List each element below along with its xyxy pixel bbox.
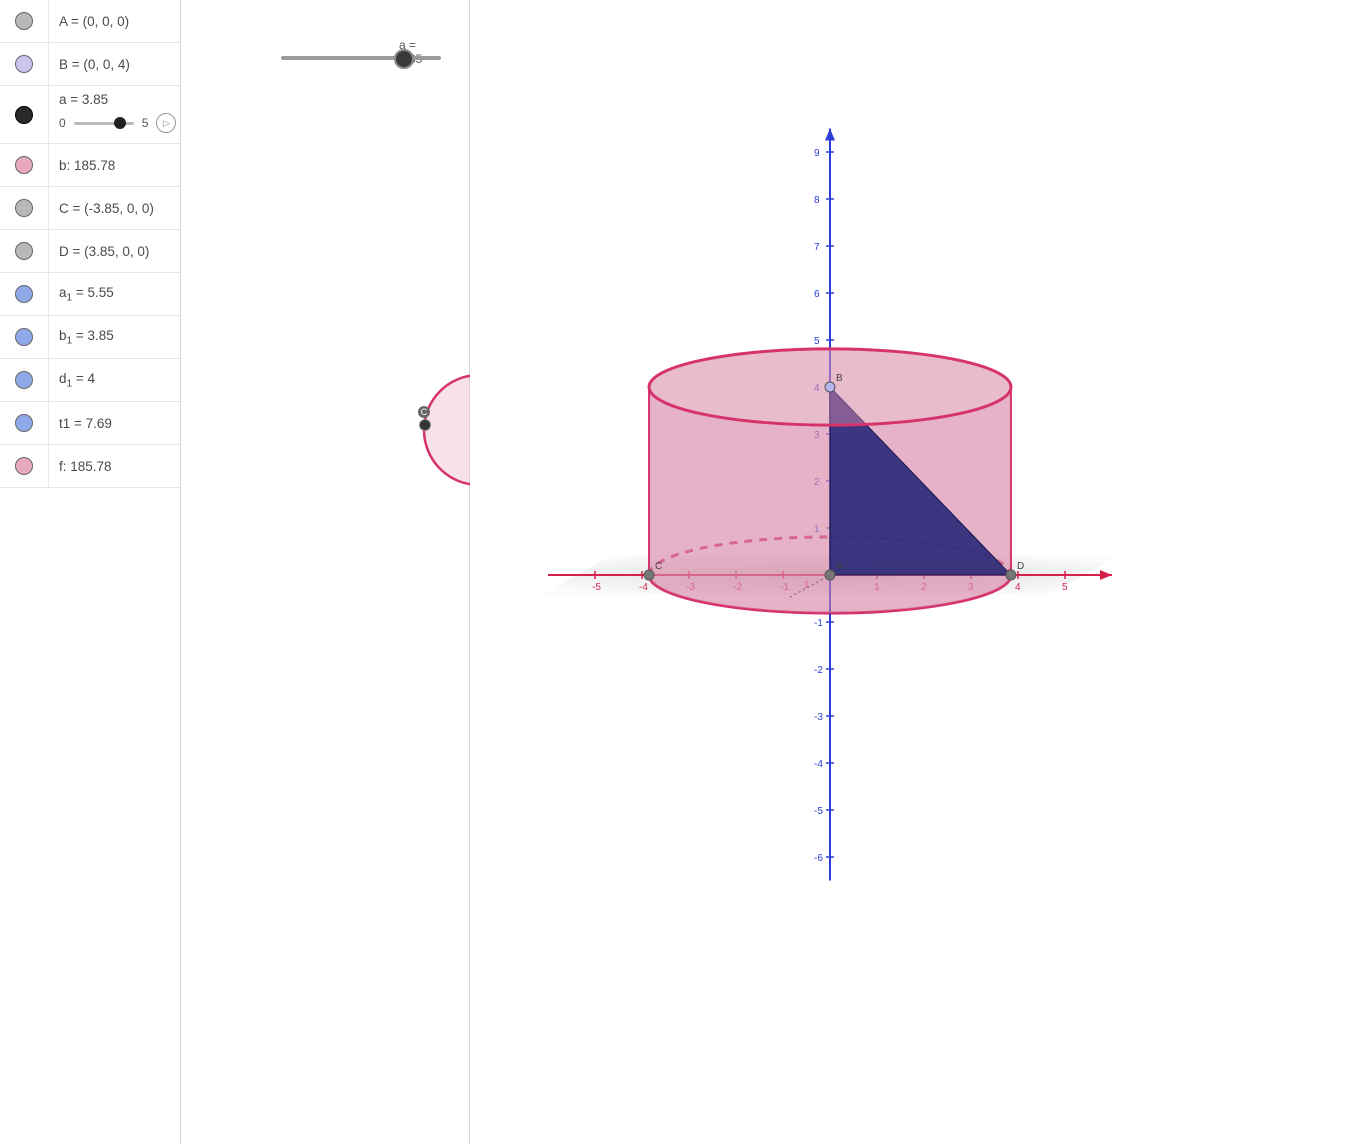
x-tick-label: -5 <box>592 582 601 593</box>
bullet-icon <box>15 285 33 303</box>
visibility-toggle[interactable] <box>0 402 49 444</box>
slider-max: 5 <box>142 116 149 130</box>
bullet-icon <box>15 242 33 260</box>
x-axis-arrow-icon <box>1100 570 1112 580</box>
slider-value-text: a = 3.85 <box>59 92 176 107</box>
algebra-label[interactable]: f: 185.78 <box>49 453 180 480</box>
algebra-panel: A = (0, 0, 0) B = (0, 0, 4) a = 3.85 0 5 ▷ b: … <box>0 0 181 1145</box>
z-tick-label: -3 <box>814 712 823 723</box>
visibility-toggle[interactable] <box>0 230 49 272</box>
visibility-toggle[interactable] <box>0 273 49 315</box>
algebra-row[interactable]: A = (0, 0, 0) <box>0 0 180 43</box>
point-c-2d[interactable] <box>419 419 431 431</box>
algebra-label[interactable]: t1 = 7.69 <box>49 410 180 437</box>
play-icon[interactable]: ▷ <box>156 113 176 133</box>
algebra-row[interactable]: D = (3.85, 0, 0) <box>0 230 180 273</box>
algebra-row[interactable]: f: 185.78 <box>0 445 180 488</box>
visibility-toggle[interactable] <box>0 359 49 401</box>
visibility-toggle[interactable] <box>0 43 49 85</box>
visibility-toggle[interactable] <box>0 316 49 358</box>
z-tick-label: -5 <box>814 806 823 817</box>
point-B[interactable] <box>825 382 835 392</box>
z-axis-arrow-icon <box>825 129 835 141</box>
algebra-row[interactable]: d1 = 4 <box>0 359 180 402</box>
z-tick-label: -1 <box>814 618 823 629</box>
bullet-icon <box>15 199 33 217</box>
bullet-icon <box>15 12 33 30</box>
point-D[interactable] <box>1006 570 1016 580</box>
algebra-row[interactable]: b: 185.78 <box>0 144 180 187</box>
algebra-label[interactable]: a1 = 5.55 <box>49 279 180 310</box>
graphics-3d-panel[interactable]: -5-4-3-2-112345-11-6-5-4-3-2-1123456789A… <box>470 0 1345 1145</box>
bullet-icon <box>15 457 33 475</box>
arc-shape <box>409 330 479 530</box>
bullet-icon <box>15 156 33 174</box>
slider-a[interactable]: a = 3.85 <box>281 56 441 60</box>
visibility-toggle[interactable] <box>0 445 49 487</box>
visibility-toggle[interactable] <box>0 0 49 42</box>
z-tick-label: -4 <box>814 759 823 770</box>
algebra-row[interactable]: b1 = 3.85 <box>0 316 180 359</box>
view3d-canvas[interactable]: -5-4-3-2-112345-11-6-5-4-3-2-1123456789A… <box>470 0 1345 1145</box>
x-tick-label: 4 <box>1015 582 1021 593</box>
point-A-label: A <box>836 561 843 572</box>
slider-min: 0 <box>59 116 66 130</box>
visibility-toggle[interactable] <box>0 187 49 229</box>
z-tick-label: 7 <box>814 242 820 253</box>
mini-slider[interactable]: 0 5 ▷ <box>59 113 176 133</box>
bullet-icon <box>15 55 33 73</box>
z-tick-label: 6 <box>814 289 820 300</box>
z-tick-label: -2 <box>814 665 823 676</box>
point-B-label: B <box>836 373 843 384</box>
algebra-label[interactable]: a = 3.85 0 5 ▷ <box>49 86 186 143</box>
app-root: A = (0, 0, 0) B = (0, 0, 4) a = 3.85 0 5 ▷ b: … <box>0 0 1345 1145</box>
x-tick-label: 5 <box>1062 582 1068 593</box>
algebra-label[interactable]: C = (-3.85, 0, 0) <box>49 195 180 222</box>
z-tick-label: 9 <box>814 148 820 159</box>
graphics-2d-panel[interactable]: a = 3.85 C <box>181 0 470 1145</box>
slider-a-thumb[interactable] <box>394 49 414 69</box>
algebra-label[interactable]: b1 = 3.85 <box>49 322 180 353</box>
point-c-2d-label: C <box>418 406 430 418</box>
z-tick-label: -6 <box>814 853 823 864</box>
z-tick-label: 8 <box>814 195 820 206</box>
algebra-label[interactable]: A = (0, 0, 0) <box>49 8 180 35</box>
x-tick-label: -4 <box>639 582 648 593</box>
algebra-row[interactable]: B = (0, 0, 4) <box>0 43 180 86</box>
mini-slider-track[interactable] <box>74 122 134 125</box>
bullet-icon <box>15 414 33 432</box>
algebra-row[interactable]: a1 = 5.55 <box>0 273 180 316</box>
mini-slider-thumb[interactable] <box>114 117 126 129</box>
visibility-toggle[interactable] <box>0 86 49 143</box>
bullet-icon <box>15 328 33 346</box>
algebra-row[interactable]: t1 = 7.69 <box>0 402 180 445</box>
slider-a-track[interactable] <box>281 56 441 60</box>
algebra-label[interactable]: D = (3.85, 0, 0) <box>49 238 180 265</box>
visibility-toggle[interactable] <box>0 144 49 186</box>
z-tick-label: 5 <box>814 336 820 347</box>
algebra-label[interactable]: d1 = 4 <box>49 365 180 396</box>
algebra-label[interactable]: B = (0, 0, 4) <box>49 51 180 78</box>
algebra-label[interactable]: b: 185.78 <box>49 152 180 179</box>
point-D-label: D <box>1017 561 1024 572</box>
algebra-row[interactable]: a = 3.85 0 5 ▷ <box>0 86 180 144</box>
bullet-icon <box>15 371 33 389</box>
bullet-icon <box>15 106 33 124</box>
point-C[interactable] <box>644 570 654 580</box>
point-C-label: C <box>655 561 662 572</box>
point-A[interactable] <box>825 570 835 580</box>
algebra-row[interactable]: C = (-3.85, 0, 0) <box>0 187 180 230</box>
